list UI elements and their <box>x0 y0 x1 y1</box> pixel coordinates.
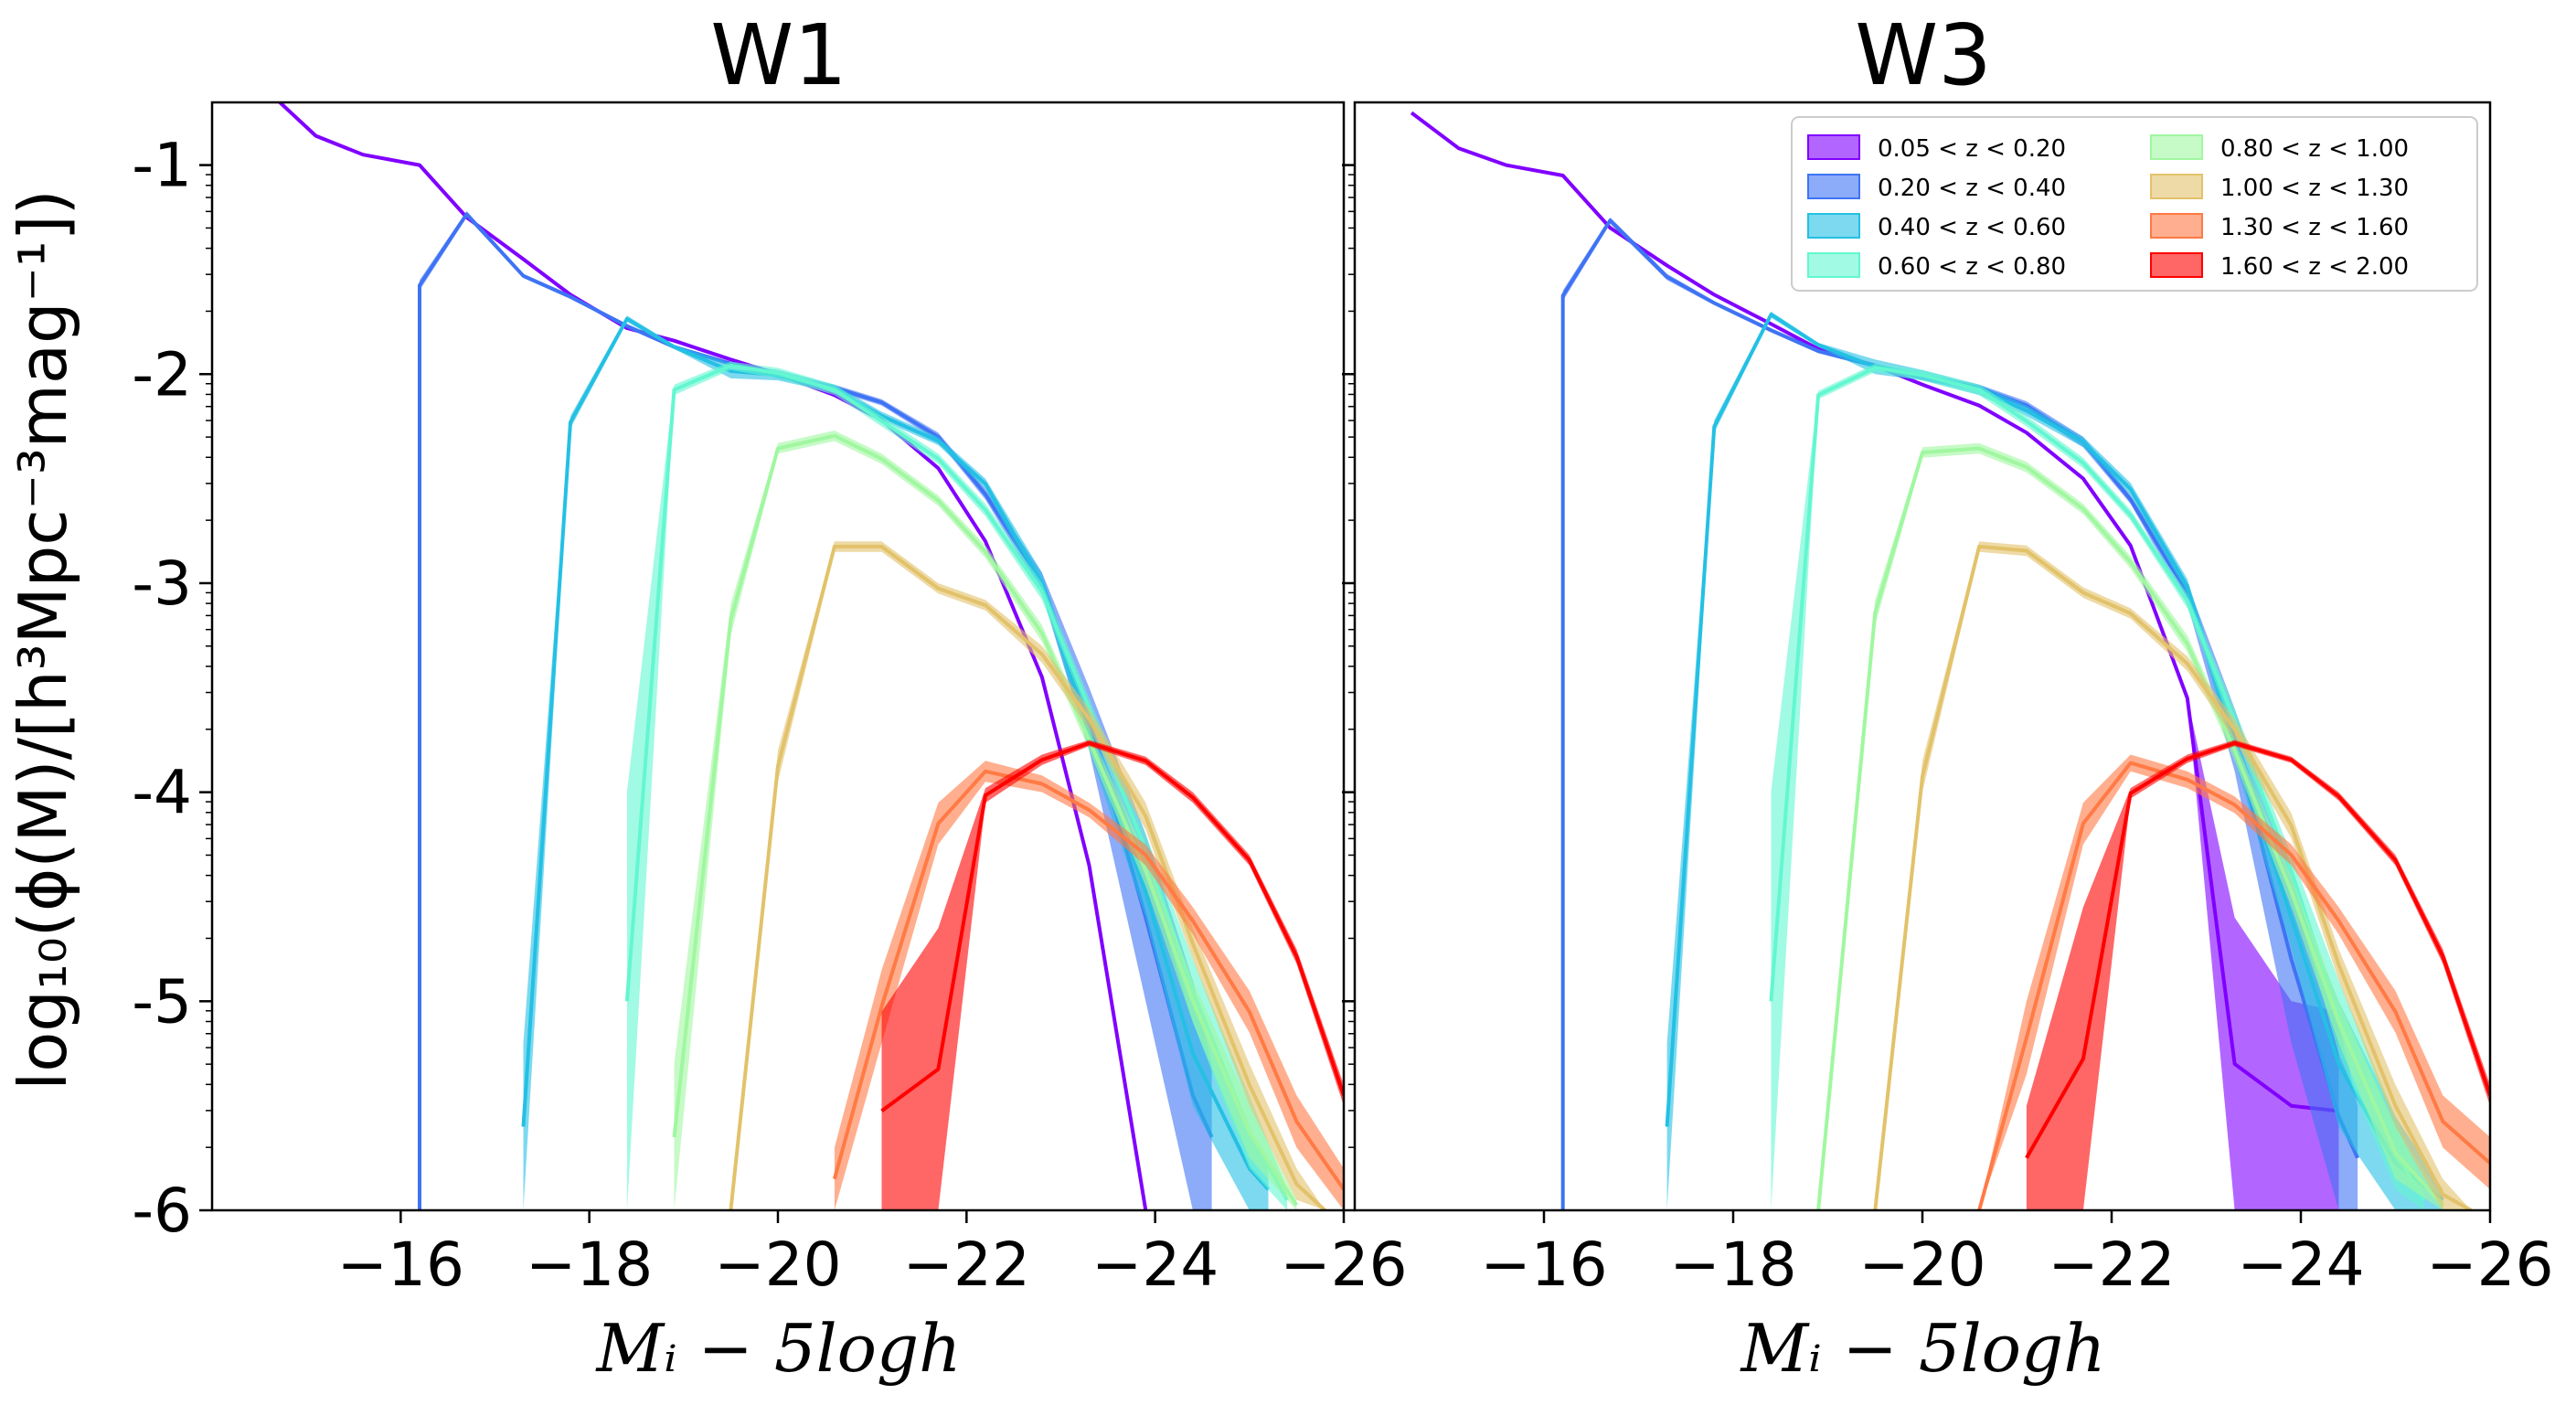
legend-label: 0.80 < z < 1.00 <box>2220 135 2409 163</box>
x-tick-label: −16 <box>1480 1229 1607 1300</box>
line-1.60-2.00 <box>880 740 1344 1113</box>
plot-area-w1: −16 −18 −20 −22 −24 −26 -1 -2 -3 -4 -5 -6 <box>132 101 1408 1300</box>
band-1.60-2.00 <box>2026 740 2490 1210</box>
x-tick-label: −18 <box>526 1229 653 1300</box>
x-tick-label: −26 <box>1280 1229 1407 1300</box>
line-0.40-0.60 <box>521 316 1270 1191</box>
line-1.00-1.30 <box>1873 544 2473 1210</box>
legend-label: 0.20 < z < 0.40 <box>1878 175 2066 202</box>
y-tick-label: -3 <box>132 548 192 619</box>
x-tick-label: −20 <box>714 1229 841 1300</box>
y-axis-label: log₁₀(ϕ(M)/[h³Mpc⁻³mag⁻¹]) <box>5 189 81 1091</box>
series-group <box>277 102 1344 1210</box>
legend-swatch <box>1807 252 1860 278</box>
legend-label: 0.60 < z < 0.80 <box>1878 253 2066 281</box>
x-tick-label: −18 <box>1669 1229 1796 1300</box>
y-tick-label: -1 <box>132 131 192 201</box>
legend-label: 1.00 < z < 1.30 <box>2220 175 2409 202</box>
legend-frame <box>1791 116 2478 292</box>
band-1.00-1.30 <box>1875 541 2472 1210</box>
line-1.00-1.30 <box>729 544 1326 1210</box>
band-0.40-0.60 <box>1666 311 2443 1210</box>
legend-swatch <box>1807 134 1860 160</box>
x-axis-label-w3: Mᵢ − 5logh <box>1740 1310 2106 1387</box>
x-tick-label: −22 <box>2048 1229 2175 1300</box>
x-tick-label: −22 <box>903 1229 1030 1300</box>
legend-swatch <box>1807 213 1860 239</box>
legend-label: 1.60 < z < 2.00 <box>2220 253 2409 281</box>
line-1.30-1.60 <box>832 769 1344 1191</box>
band-0.05-0.20 <box>1411 112 2339 1210</box>
legend-swatch <box>2150 174 2203 199</box>
legend-label: 0.05 < z < 0.20 <box>1878 135 2066 163</box>
y-tick-label: -4 <box>132 758 192 828</box>
legend-swatch <box>2150 134 2203 160</box>
x-axis-label-w1: Mᵢ − 5logh <box>595 1310 962 1387</box>
line-0.80-1.00 <box>672 433 1299 1207</box>
x-tick-label: −16 <box>337 1229 464 1300</box>
x-tick-label: −24 <box>1091 1229 1219 1300</box>
band-1.30-1.60 <box>834 761 1344 1210</box>
line-0.80-1.00 <box>1816 446 2444 1210</box>
line-0.40-0.60 <box>1665 313 2444 1202</box>
y-tick-label: -2 <box>132 339 192 410</box>
legend-swatch <box>2150 213 2203 239</box>
line-1.30-1.60 <box>1977 761 2490 1210</box>
legend-swatch <box>1807 174 1860 199</box>
panel-w3: W3 −16 −18 −20 −22 −24 −26 Mᵢ − 5logh <box>1342 6 2554 1387</box>
plot-area-w3: −16 −18 −20 −22 −24 −26 <box>1342 101 2554 1300</box>
band-1.60-2.00 <box>881 740 1344 1210</box>
legend-label: 1.30 < z < 1.60 <box>2220 214 2409 241</box>
band-0.80-1.00 <box>1818 442 2443 1210</box>
panel-w1: W1 −16 −18 −20 −22 −24 −26 -1 -2 -3 -4 -5 -6 Mᵢ − 5… <box>132 6 1407 1387</box>
series-group <box>1410 111 2490 1210</box>
y-tick-label: -5 <box>132 966 192 1037</box>
x-tick-label: −26 <box>2426 1229 2553 1300</box>
panel-title-w1: W1 <box>710 6 847 104</box>
line-1.60-2.00 <box>2025 740 2490 1159</box>
legend-label: 0.40 < z < 0.60 <box>1878 214 2066 241</box>
legend-swatch <box>2150 252 2203 278</box>
legend: 0.05 < z < 0.20 0.20 < z < 0.40 0.40 < z <… <box>1791 116 2478 292</box>
panel-title-w3: W3 <box>1855 6 1992 104</box>
band-1.30-1.60 <box>1979 754 2490 1210</box>
x-tick-label: −24 <box>2237 1229 2364 1300</box>
y-tick-label: -6 <box>132 1176 192 1246</box>
x-tick-label: −20 <box>1858 1229 1985 1300</box>
